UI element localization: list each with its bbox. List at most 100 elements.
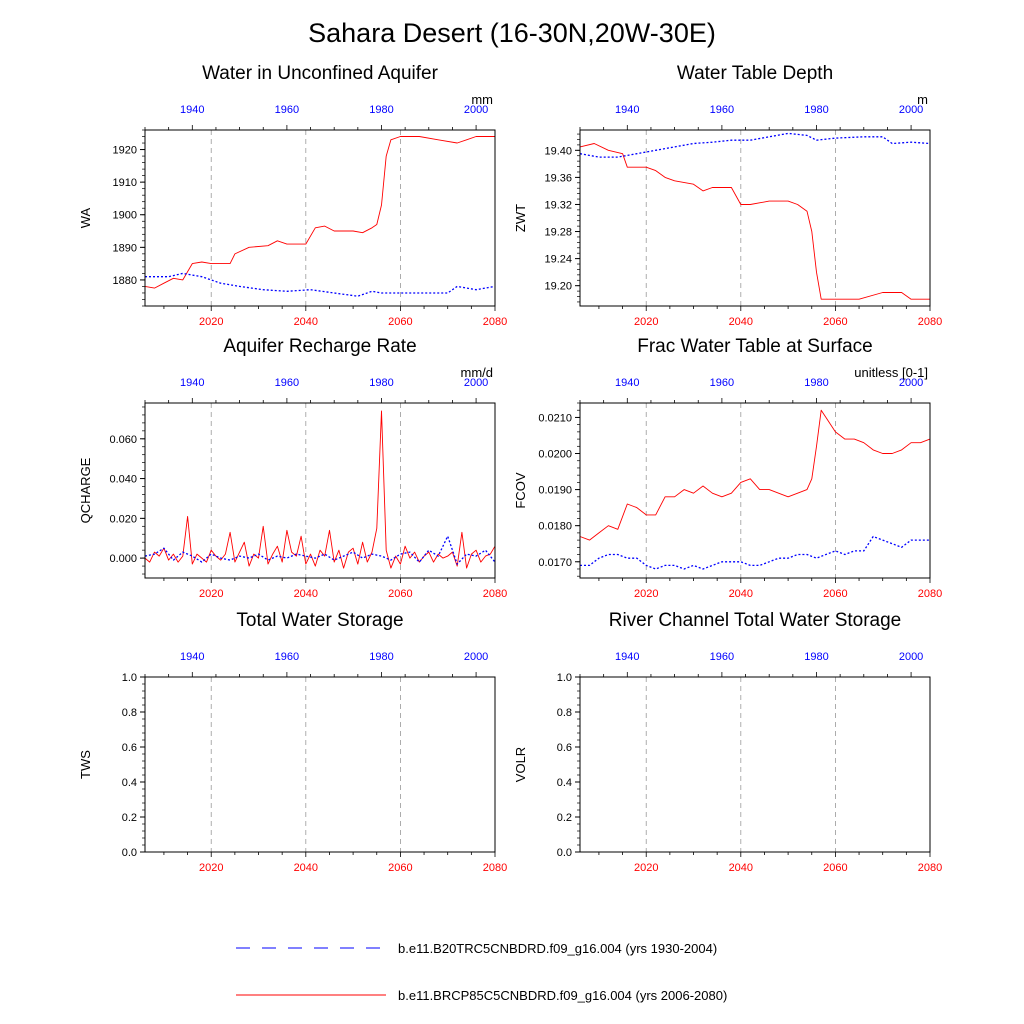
y-tick-label: 0.0 xyxy=(557,847,572,859)
x-tick-label-top: 1960 xyxy=(275,651,299,663)
x-tick-label-top: 1960 xyxy=(710,651,734,663)
x-tick-label-bottom: 2060 xyxy=(823,862,847,874)
series-line-red xyxy=(144,136,495,289)
x-tick-label-bottom: 2060 xyxy=(388,316,412,328)
units-label: mm/d xyxy=(461,365,494,380)
panel-title: Aquifer Recharge Rate xyxy=(223,336,416,357)
x-tick-label-bottom: 2020 xyxy=(634,588,658,600)
plot-frame xyxy=(144,129,496,307)
x-tick-label-bottom: 2020 xyxy=(634,316,658,328)
x-tick-label-top: 1980 xyxy=(804,651,828,663)
x-tick-label-bottom: 2040 xyxy=(294,862,318,874)
y-tick-label: 19.36 xyxy=(544,172,572,184)
panel-title: Total Water Storage xyxy=(236,610,403,631)
x-tick-label-top: 1960 xyxy=(710,104,734,116)
units-label: mm xyxy=(471,92,493,107)
panel-tws: Total Water Storage TWS 0.0 0.2 0.4 0.6 0.8 1.0… xyxy=(78,610,507,874)
x-tick-label-bottom: 2060 xyxy=(388,588,412,600)
y-tick-label: 19.24 xyxy=(544,254,572,266)
x-tick-label-top: 1940 xyxy=(615,104,639,116)
x-tick-label-bottom: 2040 xyxy=(729,588,753,600)
y-tick-label: 0.060 xyxy=(109,434,137,446)
panel-qcharge: Aquifer Recharge Rate mm/d QCHARGE 0.000 0.0… xyxy=(78,336,507,600)
panels: Water in Unconfined Aquifer mm WA 1880 1890 1… xyxy=(78,63,942,874)
plot-frame xyxy=(144,676,496,853)
x-tick-label-bottom: 2060 xyxy=(388,862,412,874)
panel-title: Water in Unconfined Aquifer xyxy=(202,63,439,84)
y-tick-label: 1900 xyxy=(113,210,137,222)
y-tick-label: 0.020 xyxy=(109,513,137,525)
x-tick-label-top: 2000 xyxy=(464,104,488,116)
x-tick-label-bottom: 2020 xyxy=(199,588,223,600)
x-tick-label-top: 2000 xyxy=(899,377,923,389)
y-tick-label: 0.2 xyxy=(122,812,137,824)
x-tick-label-bottom: 2080 xyxy=(483,862,507,874)
series-line-blue xyxy=(580,535,930,570)
plot-frame xyxy=(579,676,931,853)
series-line-red xyxy=(579,409,931,541)
y-tick-label: 0.0190 xyxy=(538,485,572,497)
x-tick-label-bottom: 2020 xyxy=(634,862,658,874)
x-tick-label-bottom: 2080 xyxy=(918,588,942,600)
units-label: m xyxy=(917,92,928,107)
y-tick-label: 19.20 xyxy=(544,281,572,293)
x-tick-label-top: 2000 xyxy=(899,104,923,116)
x-tick-label-bottom: 2040 xyxy=(294,588,318,600)
legend-label-red: b.e11.BRCP85C5CNBDRD.f09_g16.004 (yrs 20… xyxy=(398,988,727,1003)
y-tick-label: 1880 xyxy=(113,275,137,287)
y-axis-label: QCHARGE xyxy=(78,457,93,523)
y-tick-label: 1.0 xyxy=(557,672,572,684)
x-tick-label-top: 1980 xyxy=(369,104,393,116)
y-tick-label: 0.8 xyxy=(122,707,137,719)
panel-volr: River Channel Total Water Storage VOLR 0.0… xyxy=(513,610,942,874)
legend: b.e11.B20TRC5CNBDRD.f09_g16.004 (yrs 193… xyxy=(236,941,727,1003)
y-axis-label: FCOV xyxy=(513,472,528,508)
x-tick-label-top: 1980 xyxy=(369,651,393,663)
series-line-red xyxy=(144,410,496,569)
y-axis-label: TWS xyxy=(78,750,93,779)
panel-title: Frac Water Table at Surface xyxy=(637,336,873,357)
x-tick-label-top: 1940 xyxy=(180,104,204,116)
x-tick-label-bottom: 2080 xyxy=(483,316,507,328)
x-tick-label-bottom: 2060 xyxy=(823,588,847,600)
x-tick-label-top: 2000 xyxy=(899,651,923,663)
legend-label-blue: b.e11.B20TRC5CNBDRD.f09_g16.004 (yrs 193… xyxy=(398,941,717,956)
y-tick-label: 0.4 xyxy=(122,777,137,789)
panel-zwt: Water Table Depth m ZWT 19.20 19.24 19.28 19.3… xyxy=(513,63,942,328)
x-tick-label-top: 1960 xyxy=(275,104,299,116)
x-tick-label-bottom: 2040 xyxy=(729,316,753,328)
plot-frame xyxy=(579,402,931,579)
y-tick-label: 0.0200 xyxy=(538,449,572,461)
plot-frame xyxy=(579,129,931,307)
x-tick-label-bottom: 2080 xyxy=(918,316,942,328)
panel-title: Water Table Depth xyxy=(677,63,833,84)
y-tick-label: 0.8 xyxy=(557,707,572,719)
panel-title: River Channel Total Water Storage xyxy=(609,610,902,631)
x-tick-label-top: 2000 xyxy=(464,377,488,389)
y-tick-label: 0.6 xyxy=(122,742,137,754)
y-axis-label: ZWT xyxy=(513,204,528,232)
y-tick-label: 0.000 xyxy=(109,553,137,565)
series-line-red xyxy=(579,143,930,300)
x-tick-label-top: 1940 xyxy=(615,651,639,663)
panel-wa: Water in Unconfined Aquifer mm WA 1880 1890 1… xyxy=(78,63,507,328)
y-tick-label: 0.0170 xyxy=(538,557,572,569)
y-tick-label: 0.6 xyxy=(557,742,572,754)
x-tick-label-top: 1940 xyxy=(615,377,639,389)
y-tick-label: 1920 xyxy=(113,145,137,157)
y-tick-label: 0.2 xyxy=(557,812,572,824)
x-tick-label-bottom: 2040 xyxy=(294,316,318,328)
x-tick-label-top: 1980 xyxy=(369,377,393,389)
x-tick-label-top: 1960 xyxy=(710,377,734,389)
y-tick-label: 0.0 xyxy=(122,847,137,859)
y-tick-label: 19.28 xyxy=(544,227,572,239)
panel-fcov: Frac Water Table at Surface unitless [0-1… xyxy=(513,336,942,600)
units-label: unitless [0-1] xyxy=(854,365,928,380)
x-tick-label-top: 1960 xyxy=(275,377,299,389)
y-tick-label: 1890 xyxy=(113,242,137,254)
x-tick-label-top: 1940 xyxy=(180,377,204,389)
x-tick-label-top: 1940 xyxy=(180,651,204,663)
y-tick-label: 0.0180 xyxy=(538,521,572,533)
x-tick-label-bottom: 2060 xyxy=(823,316,847,328)
